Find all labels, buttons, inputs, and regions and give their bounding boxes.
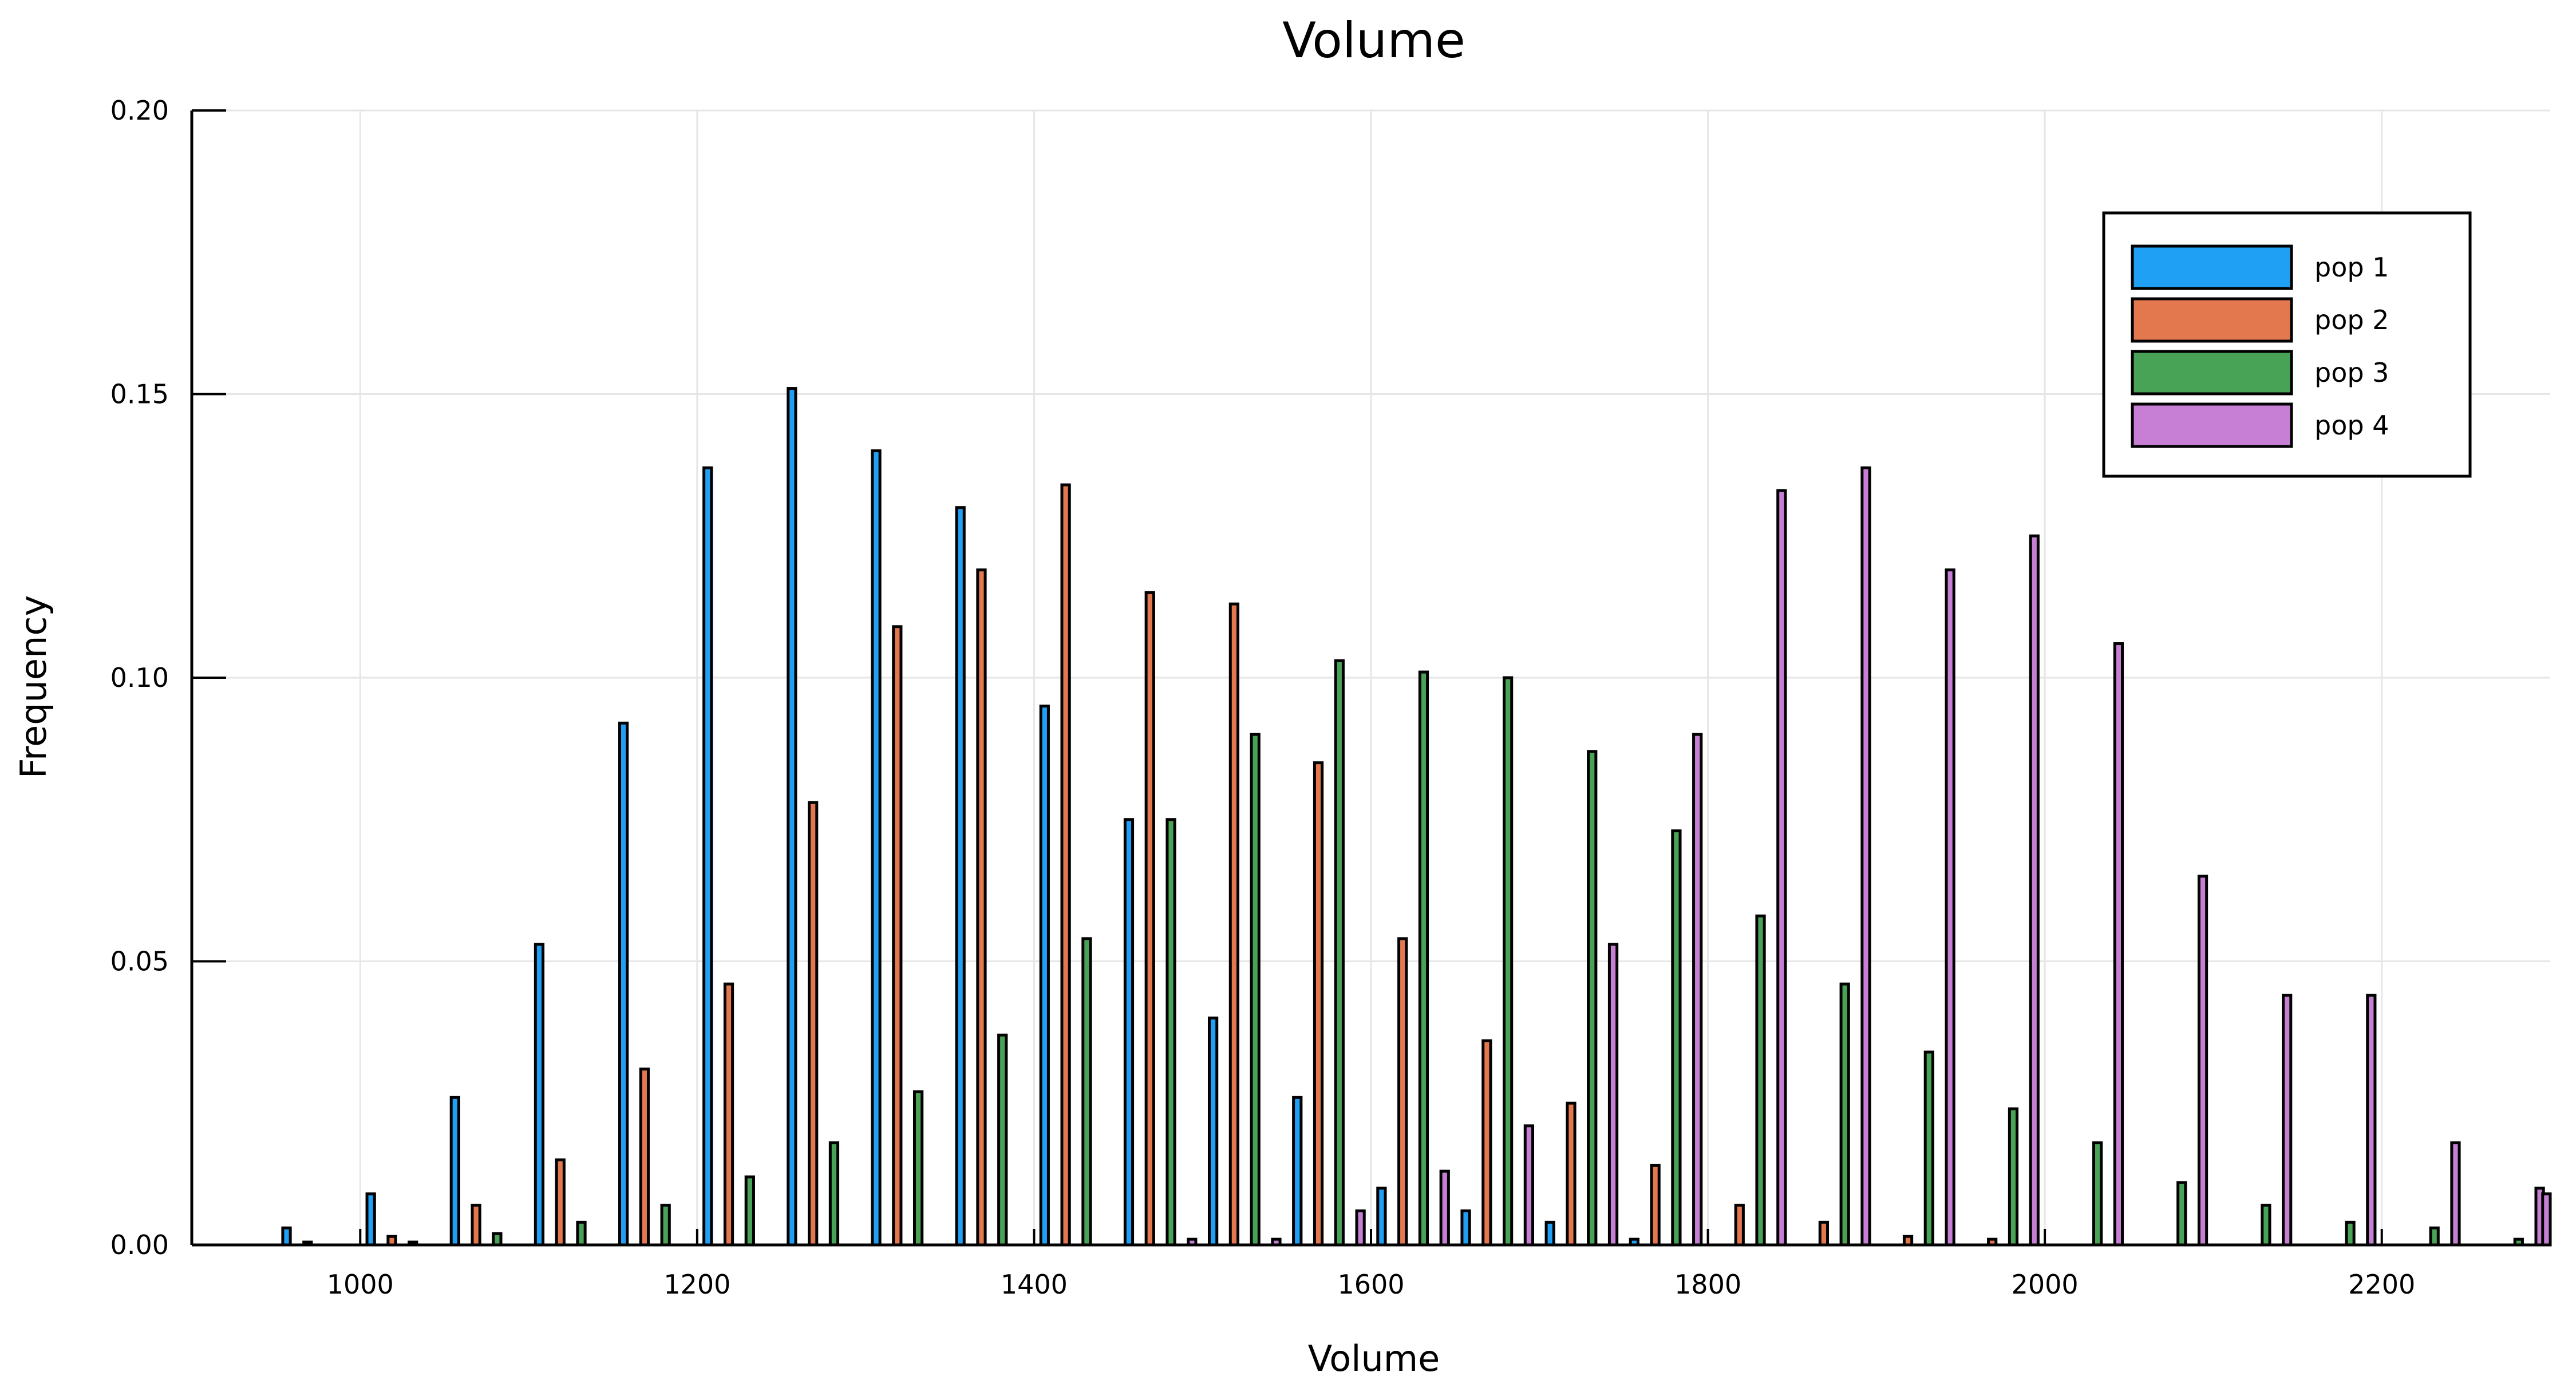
legend-label-pop-4: pop 4 <box>2314 410 2389 441</box>
bar-pop-1-950 <box>281 1226 292 1247</box>
y-tick-label: 0.05 <box>110 946 169 977</box>
bar-pop-4-2150 <box>2366 994 2377 1247</box>
bar-pop-1-1000 <box>365 1192 376 1247</box>
x-tick-label: 2000 <box>2012 1269 2079 1300</box>
chart-title: Volume <box>1282 12 1465 69</box>
legend: pop 1 pop 2 pop 3 pop 4 <box>2102 211 2472 478</box>
bar-pop-3-1050 <box>492 1232 503 1247</box>
bar-pop-2-1500 <box>1228 602 1240 1247</box>
bar-pop-3-1200 <box>744 1175 755 1247</box>
bar-pop-4-1900 <box>1945 568 1955 1247</box>
bar-pop-3-2150 <box>2345 1220 2356 1247</box>
x-tick-label: 1000 <box>327 1269 394 1300</box>
bar-pop-3-2100 <box>2261 1204 2271 1247</box>
bar-pop-4-2050 <box>2197 875 2208 1247</box>
bar-pop-3-1850 <box>1839 982 1850 1247</box>
bar-pop-3-1550 <box>1334 659 1345 1247</box>
bar-pop-2-1350 <box>976 568 987 1247</box>
bar-pop-2-1750 <box>1650 1164 1661 1247</box>
bar-pop-1-1150 <box>618 721 629 1247</box>
bar-pop-1-1650 <box>1460 1209 1471 1247</box>
bar-pop-1-1250 <box>787 387 797 1247</box>
bar-pop-2-1700 <box>1566 1101 1577 1247</box>
bar-pop-4-1700 <box>1607 943 1619 1247</box>
bar-pop-3-1950 <box>2008 1107 2019 1247</box>
bar-pop-2-1800 <box>1734 1204 1745 1247</box>
x-tick-label: 1800 <box>1674 1269 1741 1300</box>
bar-pop-4-1800 <box>1776 489 1787 1247</box>
bar-pop-3-1400 <box>1081 937 1092 1247</box>
y-tick-label: 0.10 <box>110 662 169 693</box>
bar-pop-1-1100 <box>534 943 545 1247</box>
bar-pop-3-1500 <box>1250 733 1261 1247</box>
bar-pop-4-2000 <box>2113 642 2124 1247</box>
legend-label-pop-1: pop 1 <box>2314 252 2389 283</box>
bar-pop-4-1850 <box>1860 466 1871 1247</box>
legend-swatch-pop-2 <box>2131 297 2293 343</box>
y-tick-label: 0.15 <box>110 379 169 410</box>
bar-pop-3-1800 <box>1755 914 1766 1247</box>
bar-pop-4-2200 <box>2450 1141 2461 1247</box>
x-tick-label: 1400 <box>1001 1269 1068 1300</box>
bar-pop-4-1950 <box>2029 534 2040 1247</box>
bar-pop-2-1850 <box>1818 1220 1830 1247</box>
bar-pop-3-1750 <box>1671 829 1682 1247</box>
bar-pop-2-1550 <box>1313 761 1324 1247</box>
bar-pop-1-1550 <box>1292 1096 1303 1247</box>
legend-swatch-pop-4 <box>2131 402 2293 448</box>
bar-pop-1-1500 <box>1207 1017 1219 1247</box>
bar-pop-3-2000 <box>2092 1141 2103 1247</box>
bar-pop-3-1250 <box>828 1141 840 1247</box>
bar-pop-2-1050 <box>471 1204 481 1247</box>
bar-pop-2-1200 <box>723 982 734 1247</box>
x-tick-label: 1600 <box>1337 1269 1404 1300</box>
bar-pop-2-1150 <box>639 1067 650 1247</box>
bar-pop-3-1300 <box>912 1090 924 1247</box>
legend-swatch-pop-1 <box>2131 244 2293 290</box>
bar-pop-3-1900 <box>1923 1050 1934 1247</box>
bar-pop-1-1400 <box>1039 705 1050 1247</box>
bar-pop-3-2050 <box>2176 1181 2187 1247</box>
bar-pop-3-2200 <box>2429 1226 2440 1247</box>
bar-pop-1-1350 <box>955 506 966 1247</box>
bar-pop-1-1450 <box>1123 818 1135 1247</box>
bar-pop-3-1700 <box>1587 750 1598 1247</box>
bar-pop-2-1400 <box>1060 483 1071 1247</box>
bar-pop-2-1100 <box>555 1158 566 1247</box>
bar-pop-1-1700 <box>1544 1220 1555 1247</box>
bar-pop-1-1300 <box>871 449 882 1247</box>
bar-pop-2-1650 <box>1481 1039 1492 1247</box>
bar-pop-3-1350 <box>997 1033 1008 1247</box>
bar-pop-2-1250 <box>808 801 819 1247</box>
legend-swatch-pop-3 <box>2131 350 2293 396</box>
bar-pop-3-1650 <box>1502 676 1514 1247</box>
bar-pop-3-1600 <box>1418 670 1429 1247</box>
y-tick-label: 0.20 <box>110 95 169 126</box>
bar-pop-1-1050 <box>449 1096 460 1247</box>
bar-pop-4-1750 <box>1692 733 1703 1247</box>
bar-pop-4-1550 <box>1355 1209 1366 1247</box>
bar-pop-2-1450 <box>1144 591 1155 1247</box>
legend-label-pop-2: pop 2 <box>2314 305 2389 335</box>
bar-pop-3-1100 <box>576 1220 587 1247</box>
bar-pop-1-1600 <box>1376 1187 1387 1247</box>
x-tick-label: 2200 <box>2348 1269 2415 1300</box>
bar-pop-4-2100 <box>2282 994 2293 1247</box>
bar-pop-3-1150 <box>660 1204 671 1247</box>
x-tick-label: 1200 <box>663 1269 730 1300</box>
bar-pop-4-2300 <box>2541 1192 2552 1247</box>
y-tick-label: 0.00 <box>110 1229 169 1260</box>
legend-label-pop-3: pop 3 <box>2314 357 2389 388</box>
bar-pop-3-1450 <box>1165 818 1176 1247</box>
bar-pop-4-1600 <box>1439 1169 1450 1247</box>
bar-pop-4-1650 <box>1523 1124 1535 1247</box>
bar-pop-2-1600 <box>1397 937 1408 1247</box>
bar-pop-2-1300 <box>892 625 903 1247</box>
bar-pop-1-1200 <box>702 466 713 1247</box>
y-axis-label: Frequency <box>13 595 54 778</box>
x-axis-label: Volume <box>1308 1338 1440 1374</box>
